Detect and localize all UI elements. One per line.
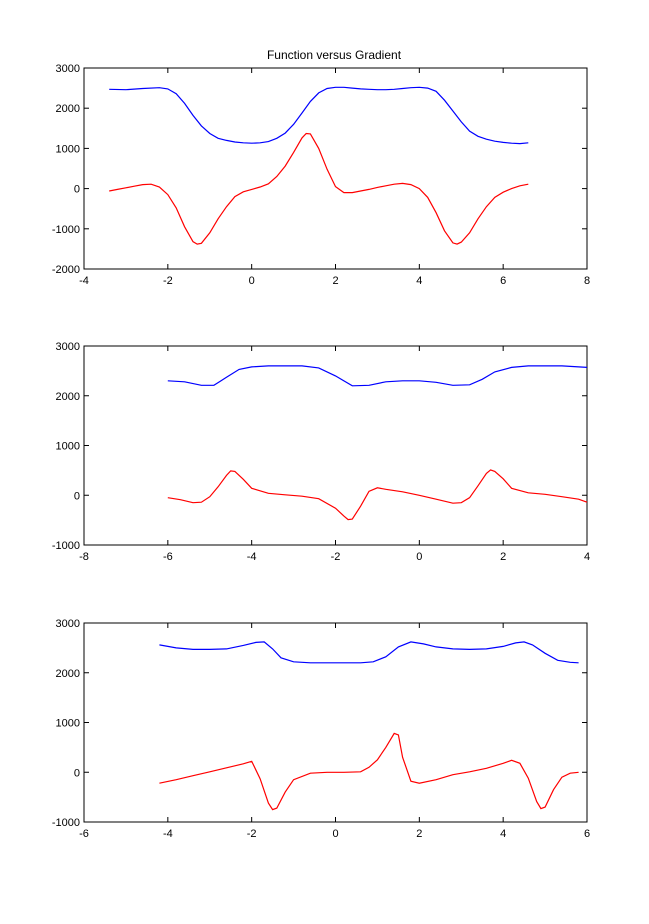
x-tick-label: 2 <box>332 275 338 287</box>
y-tick-label: 3000 <box>56 63 80 75</box>
x-tick-label: 6 <box>500 275 506 287</box>
y-tick-label: 2000 <box>56 391 80 403</box>
y-tick-label: 1000 <box>56 441 80 453</box>
gradient-series-line <box>159 732 579 811</box>
y-tick-label: -1000 <box>52 817 80 829</box>
x-tick-label: -4 <box>247 551 257 563</box>
x-tick-label: 4 <box>500 828 506 840</box>
function-series-line <box>167 365 588 387</box>
y-tick-label: 0 <box>74 184 80 196</box>
plot-area <box>83 345 588 546</box>
x-tick-label: 2 <box>500 551 506 563</box>
y-tick-label: 0 <box>74 767 80 779</box>
x-tick-label: -6 <box>79 828 89 840</box>
x-tick-label: 2 <box>416 828 422 840</box>
x-tick-label: 0 <box>249 275 255 287</box>
gradient-series-line <box>109 132 529 245</box>
x-tick-label: 0 <box>416 551 422 563</box>
gradient-series-line <box>167 469 588 521</box>
x-tick-label: 4 <box>584 551 590 563</box>
function-series-line <box>109 86 529 145</box>
y-tick-label: -1000 <box>52 224 80 236</box>
x-tick-label: -2 <box>331 551 341 563</box>
x-tick-label: -4 <box>163 828 173 840</box>
y-tick-label: 1000 <box>56 143 80 155</box>
subplot-1: -4 -2 0 2 4 6 8 -2000 -1000 0 1000 2000 3000 <box>52 63 590 287</box>
subplot-2: -8 -6 -4 -2 0 2 4 -1000 0 1000 2000 3000 <box>52 341 590 563</box>
x-tick-label: -2 <box>247 828 257 840</box>
x-tick-label: -6 <box>163 551 173 563</box>
x-tick-label: -8 <box>79 551 89 563</box>
x-tick-label: 0 <box>332 828 338 840</box>
y-tick-label: 0 <box>74 490 80 502</box>
y-tick-label: -1000 <box>52 540 80 552</box>
plot-area <box>83 67 588 270</box>
x-tick-label: -2 <box>163 275 173 287</box>
x-tick-label: -4 <box>79 275 89 287</box>
x-tick-label: 4 <box>416 275 422 287</box>
y-tick-label: -2000 <box>52 264 80 276</box>
y-tick-label: 1000 <box>56 718 80 730</box>
x-tick-label: 8 <box>584 275 590 287</box>
y-tick-label: 2000 <box>56 103 80 115</box>
plot-area <box>83 622 588 823</box>
x-tick-label: 6 <box>584 828 590 840</box>
function-series-line <box>159 641 579 664</box>
figure-title: Function versus Gradient <box>267 48 402 62</box>
y-tick-label: 2000 <box>56 668 80 680</box>
y-tick-label: 3000 <box>56 341 80 353</box>
y-tick-label: 3000 <box>56 618 80 630</box>
subplot-3: -6 -4 -2 0 2 4 6 -1000 0 1000 2000 3000 <box>52 618 590 840</box>
